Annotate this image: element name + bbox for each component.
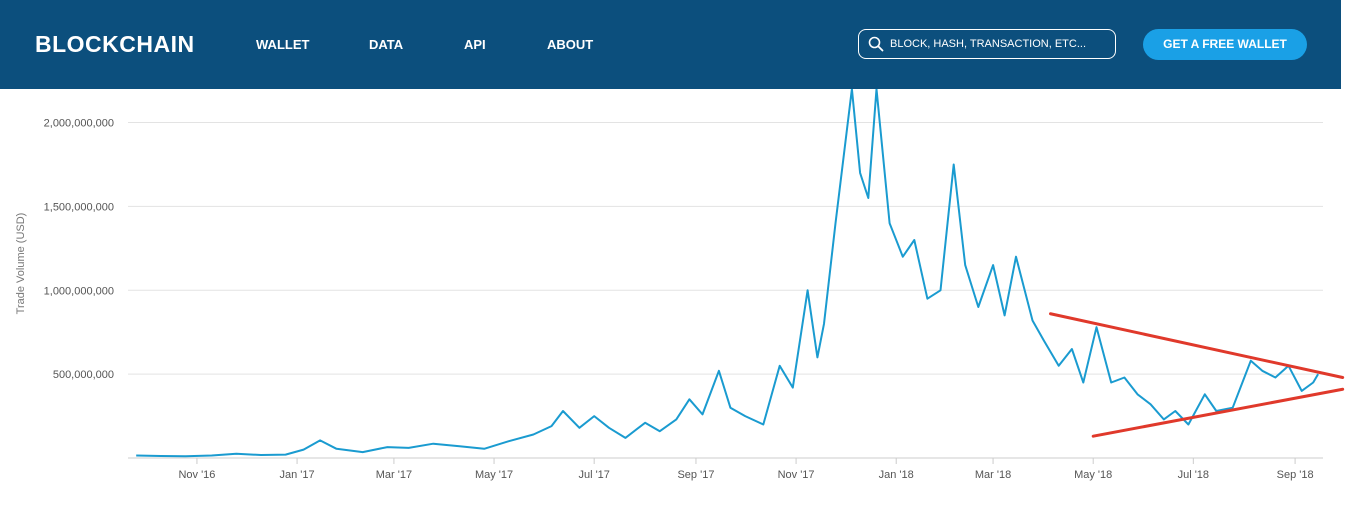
trade-volume-line <box>136 89 1319 458</box>
y-axis-ticks: 500,000,000 1,000,000,000 1,500,000,000 2,0… <box>44 118 114 382</box>
x-tick-label: Jan '18 <box>879 469 914 481</box>
chart-gridlines <box>128 122 1323 459</box>
nav-data[interactable]: DATA <box>369 37 404 52</box>
nav-about[interactable]: ABOUT <box>547 37 594 52</box>
x-tick-label: Mar '18 <box>975 469 1011 481</box>
chart-series <box>136 89 1319 458</box>
x-tick-label: Sep '18 <box>1277 469 1314 481</box>
trendline <box>1049 312 1345 379</box>
x-axis-ticks: Nov '16 Jan '17 Mar '17 May '17 Jul '17 Sep '… <box>178 458 1314 481</box>
search-icon <box>868 36 884 52</box>
search-box[interactable] <box>858 29 1116 59</box>
blockchain-logo[interactable]: BLOCKCHAIN <box>35 31 195 57</box>
nav-wallet[interactable]: WALLET <box>256 37 310 52</box>
x-tick-label: Sep '17 <box>677 469 714 481</box>
y-axis-label: Trade Volume (USD) <box>15 213 27 315</box>
trade-volume-chart: 500,000,000 1,000,000,000 1,500,000,000 2,0… <box>15 89 1345 481</box>
x-tick-label: May '18 <box>1074 469 1112 481</box>
search-input[interactable] <box>890 30 1100 58</box>
nav-api[interactable]: API <box>464 37 486 52</box>
trendline <box>1091 387 1345 438</box>
get-free-wallet-button[interactable]: GET A FREE WALLET <box>1143 29 1307 60</box>
y-tick-label: 1,000,000,000 <box>44 285 114 297</box>
x-tick-label: May '17 <box>475 469 513 481</box>
x-tick-label: Jul '18 <box>1178 469 1209 481</box>
x-tick-label: Mar '17 <box>376 469 412 481</box>
x-tick-label: Jan '17 <box>280 469 315 481</box>
y-tick-label: 2,000,000,000 <box>44 118 114 130</box>
x-tick-label: Jul '17 <box>578 469 609 481</box>
x-tick-label: Nov '16 <box>178 469 215 481</box>
trend-annotations <box>1049 312 1345 438</box>
y-tick-label: 1,500,000,000 <box>44 201 114 213</box>
top-navigation-bar: BLOCKCHAIN WALLET DATA API ABOUT GET A F… <box>0 0 1341 89</box>
y-tick-label: 500,000,000 <box>53 369 114 381</box>
x-tick-label: Nov '17 <box>778 469 815 481</box>
